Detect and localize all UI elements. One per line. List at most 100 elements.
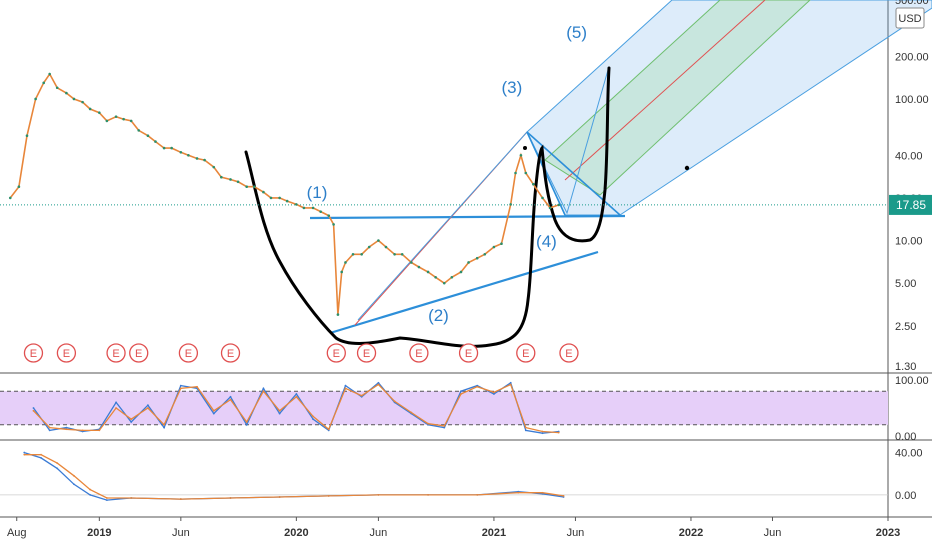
- macd-point: [229, 497, 232, 499]
- price-point: [203, 158, 206, 162]
- oscillator-point: [312, 415, 314, 418]
- wave-path: [357, 69, 609, 321]
- macd-point: [89, 493, 92, 496]
- earnings-marker[interactable]: [220, 343, 241, 363]
- oscillator-point: [245, 423, 248, 426]
- price-point: [319, 210, 322, 213]
- price-point: [65, 91, 68, 95]
- price-point: [467, 261, 470, 264]
- currency-badge[interactable]: [895, 7, 925, 29]
- oscillator-point: [377, 381, 380, 384]
- macd-point: [40, 453, 42, 456]
- earnings-marker[interactable]: [129, 343, 149, 363]
- oscillator-point: [509, 383, 512, 386]
- oscillator-point: [460, 393, 462, 395]
- oscillator-point: [278, 412, 281, 415]
- macd-point: [56, 467, 59, 470]
- oscillator-point: [163, 423, 166, 426]
- oscillator-point: [32, 407, 35, 409]
- macd-point: [73, 474, 75, 477]
- price-point: [8, 196, 12, 200]
- earnings-marker-label: E: [363, 348, 370, 360]
- macd-point: [278, 496, 281, 498]
- macd-point: [105, 497, 108, 499]
- x-axis-tick-label: 2020: [284, 527, 308, 539]
- price-point: [98, 111, 101, 114]
- oscillator-point: [427, 422, 429, 425]
- price-point: [262, 190, 265, 194]
- earnings-marker-label: E: [185, 348, 192, 360]
- earnings-marker[interactable]: [559, 343, 579, 363]
- earnings-marker[interactable]: [326, 343, 346, 363]
- earnings-marker[interactable]: [56, 343, 77, 363]
- price-axis-tick-label: 200.00: [895, 51, 929, 63]
- earnings-marker-label: E: [565, 348, 572, 360]
- oscillator-point: [443, 426, 446, 429]
- macd-point: [377, 493, 380, 496]
- oscillator-point: [81, 429, 84, 432]
- earnings-marker[interactable]: [23, 343, 44, 363]
- price-point: [548, 206, 552, 210]
- oscillator-point: [196, 385, 198, 388]
- earnings-marker[interactable]: [458, 343, 479, 363]
- oscillator-point: [147, 404, 149, 407]
- price-axis-tick-label: 2.50: [895, 321, 916, 333]
- oscillator-point: [493, 393, 495, 395]
- dot-marker: [523, 146, 527, 150]
- price-point: [384, 245, 388, 249]
- pitchfork-inner: [544, 0, 811, 196]
- price-point: [269, 196, 273, 200]
- macd-point: [23, 451, 26, 454]
- x-axis-tick-label: 2021: [482, 527, 506, 539]
- oscillator-point: [541, 432, 544, 435]
- price-axis-tick-label: 1.30: [895, 361, 916, 373]
- price-point: [212, 165, 216, 169]
- price-point: [146, 134, 150, 138]
- price-point: [500, 242, 503, 246]
- pitchfork-median: [564, 0, 766, 181]
- x-axis-tick-label: Jun: [764, 527, 782, 539]
- price-point: [129, 119, 133, 123]
- macd-point: [517, 491, 520, 494]
- earnings-marker[interactable]: [356, 343, 377, 363]
- earnings-marker[interactable]: [106, 343, 126, 363]
- oscillator-point: [65, 426, 68, 429]
- oscillator-point: [377, 383, 380, 386]
- earnings-marker[interactable]: [409, 343, 429, 363]
- oscillator-point: [32, 409, 35, 412]
- price-point: [179, 151, 183, 154]
- earnings-marker-label: E: [333, 348, 340, 360]
- price-point: [252, 185, 256, 189]
- macd-point: [130, 497, 133, 499]
- macd-point: [179, 498, 182, 500]
- wave-label: (5): [566, 23, 587, 42]
- price-point: [137, 129, 141, 132]
- last-price-badge: [889, 194, 932, 215]
- price-point: [434, 276, 437, 279]
- macd-point: [40, 456, 42, 459]
- price-point: [492, 245, 496, 249]
- price-point: [154, 140, 157, 143]
- oscillator-point: [229, 398, 232, 401]
- price-point: [17, 185, 21, 189]
- oscillator-point: [48, 429, 51, 432]
- macd-point: [56, 462, 59, 465]
- price-point: [351, 252, 355, 256]
- earnings-marker-label: E: [465, 348, 472, 360]
- earnings-marker[interactable]: [516, 343, 536, 363]
- macd-axis-tick-label: 0.00: [895, 490, 916, 502]
- macd-point: [89, 488, 92, 491]
- oscillator-point: [295, 393, 298, 395]
- price-point: [285, 199, 289, 203]
- price-point: [360, 252, 363, 256]
- oscillator-point: [443, 425, 446, 427]
- earnings-marker-label: E: [112, 348, 119, 360]
- price-point: [302, 206, 306, 210]
- price-point: [88, 107, 92, 111]
- earnings-marker[interactable]: [178, 343, 199, 363]
- wave-label: (4): [536, 232, 557, 251]
- price-point: [367, 245, 371, 249]
- oscillator-point: [65, 428, 68, 431]
- macd-point: [327, 495, 330, 497]
